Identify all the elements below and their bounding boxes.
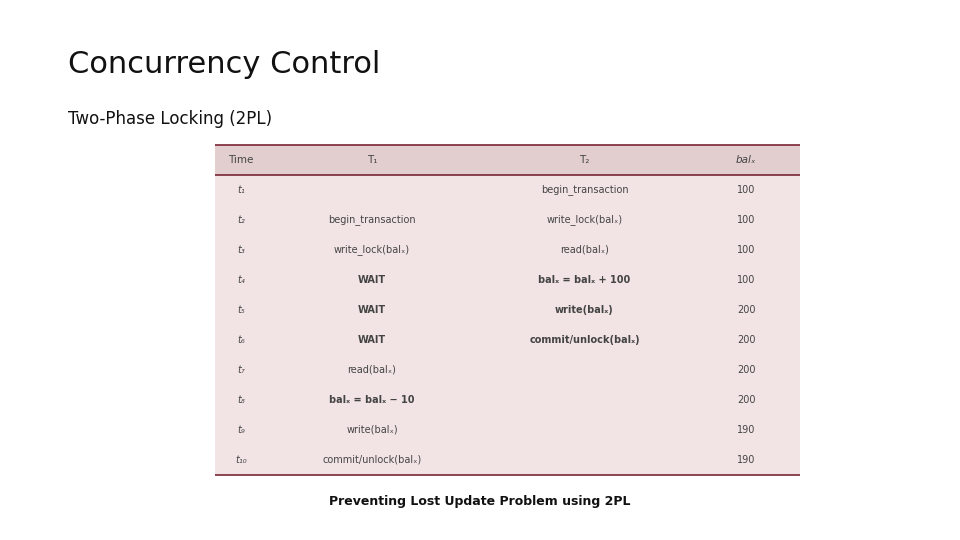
Text: begin_transaction: begin_transaction [328,214,416,226]
Text: commit/unlock(balₓ): commit/unlock(balₓ) [323,455,421,465]
Bar [215,235,800,265]
Text: write(balₓ): write(balₓ) [555,305,613,315]
Text: t₅: t₅ [237,305,245,315]
Text: write(balₓ): write(balₓ) [347,425,397,435]
Text: t₉: t₉ [237,425,245,435]
Text: t₈: t₈ [237,395,245,405]
Text: balₓ: balₓ [735,155,756,165]
Text: 100: 100 [737,245,756,255]
Text: WAIT: WAIT [358,305,386,315]
Bar [215,175,800,205]
Text: t₁: t₁ [237,185,245,195]
Text: Concurrency Control: Concurrency Control [68,50,380,79]
Text: commit/unlock(balₓ): commit/unlock(balₓ) [529,335,639,345]
Text: T₂: T₂ [579,155,589,165]
Text: read(balₓ): read(balₓ) [560,245,609,255]
Text: 100: 100 [737,275,756,285]
Text: Time: Time [228,155,253,165]
Text: Preventing Lost Update Problem using 2PL: Preventing Lost Update Problem using 2PL [329,496,631,509]
Text: 190: 190 [737,455,756,465]
Text: begin_transaction: begin_transaction [540,185,628,195]
Text: t₃: t₃ [237,245,245,255]
Text: t₇: t₇ [237,365,245,375]
Bar [215,265,800,295]
Text: write_lock(balₓ): write_lock(balₓ) [546,214,623,226]
Text: 200: 200 [736,335,756,345]
Text: 200: 200 [736,305,756,315]
Text: balₓ = balₓ + 100: balₓ = balₓ + 100 [539,275,631,285]
Text: write_lock(balₓ): write_lock(balₓ) [334,245,410,255]
Text: t₄: t₄ [237,275,245,285]
Bar [215,385,800,415]
Bar [215,325,800,355]
Bar [215,445,800,475]
Text: balₓ = balₓ − 10: balₓ = balₓ − 10 [329,395,415,405]
Text: 100: 100 [737,215,756,225]
Bar [215,145,800,175]
Text: 200: 200 [736,395,756,405]
Text: Two-Phase Locking (2PL): Two-Phase Locking (2PL) [68,110,272,128]
Bar [215,295,800,325]
Bar [215,355,800,385]
Text: read(balₓ): read(balₓ) [348,365,396,375]
Text: 200: 200 [736,365,756,375]
Bar [215,415,800,445]
Text: t₆: t₆ [237,335,245,345]
Text: 190: 190 [737,425,756,435]
Text: WAIT: WAIT [358,335,386,345]
Bar [215,205,800,235]
Text: 100: 100 [737,185,756,195]
Text: WAIT: WAIT [358,275,386,285]
Text: T₁: T₁ [367,155,377,165]
Text: t₂: t₂ [237,215,245,225]
Text: t₁₀: t₁₀ [235,455,247,465]
